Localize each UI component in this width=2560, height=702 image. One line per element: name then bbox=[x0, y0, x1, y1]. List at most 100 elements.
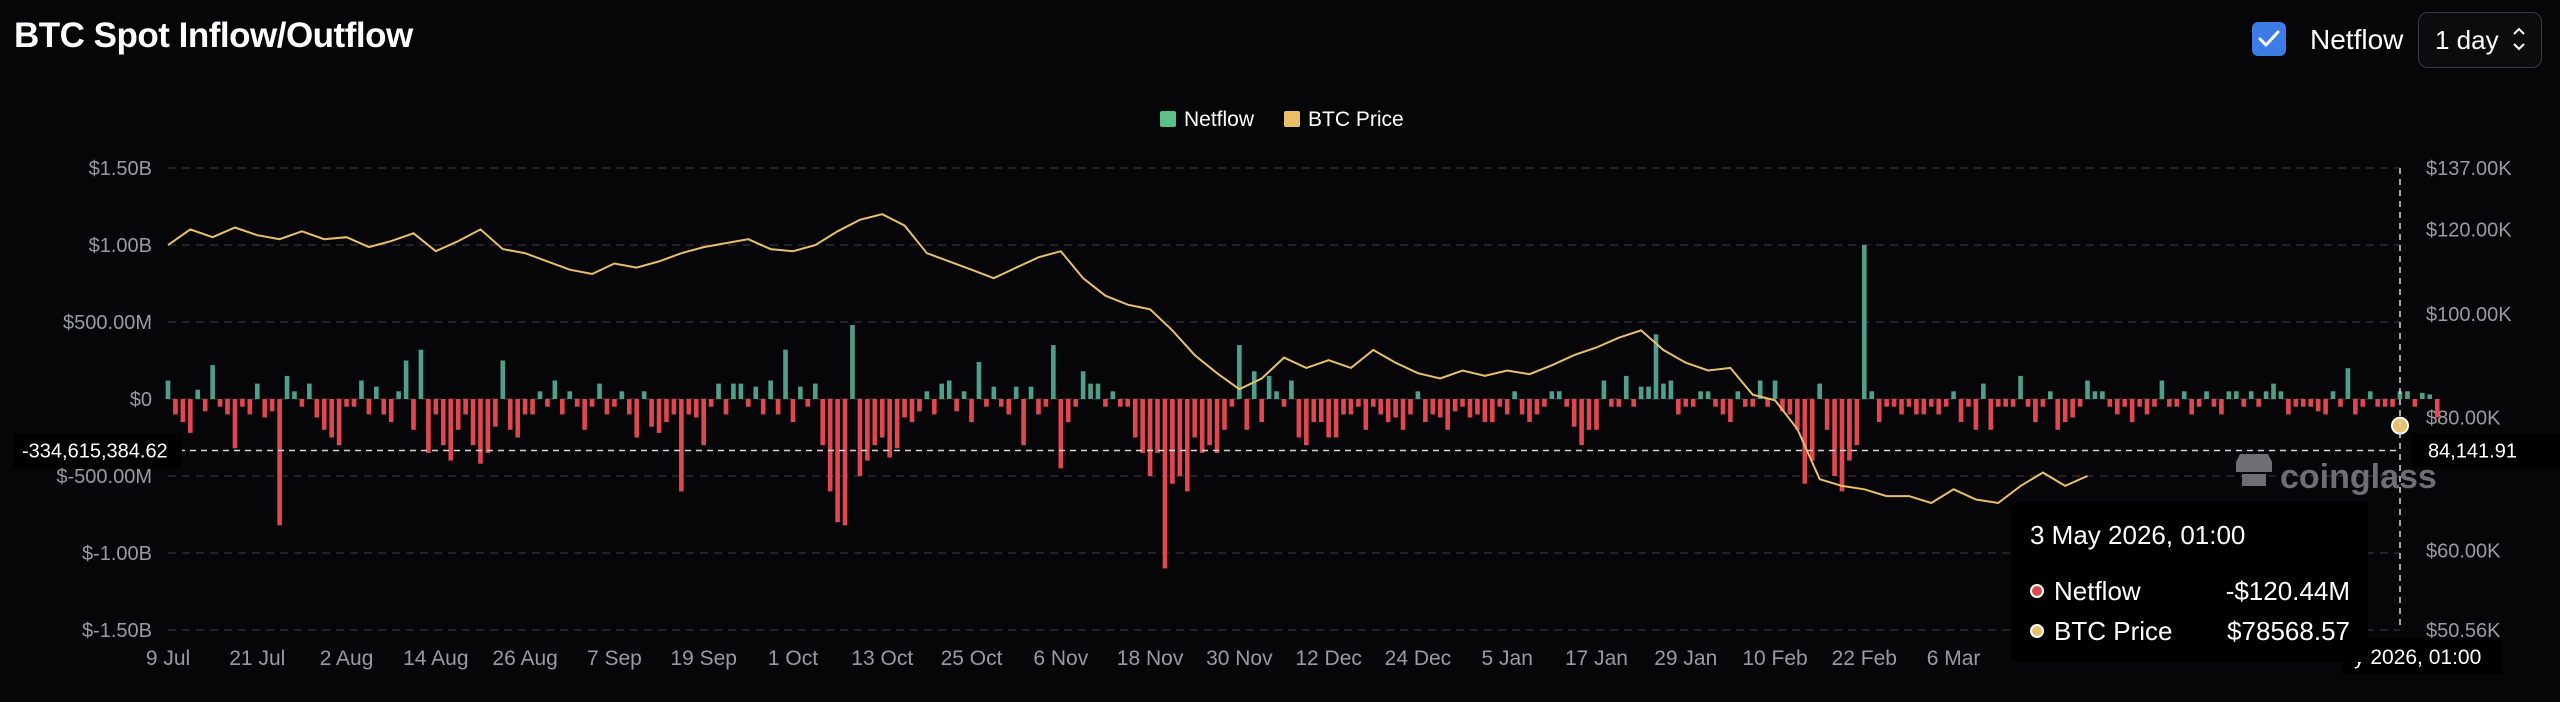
netflow-bar bbox=[2062, 399, 2068, 423]
netflow-bar bbox=[1906, 399, 1912, 407]
netflow-bar bbox=[850, 325, 855, 399]
x-tick-label: 30 Nov bbox=[1206, 647, 1273, 670]
netflow-bar bbox=[2092, 391, 2098, 399]
netflow-bar bbox=[1839, 399, 1845, 492]
watermark: coinglass bbox=[2236, 454, 2437, 496]
netflow-bar bbox=[2308, 399, 2314, 407]
btc-price-line bbox=[167, 213, 2409, 505]
x-tick-label: 14 Aug bbox=[403, 647, 468, 670]
netflow-bar bbox=[284, 375, 290, 399]
netflow-bar bbox=[812, 383, 818, 399]
legend-swatch bbox=[1160, 111, 1176, 127]
netflow-bar bbox=[1601, 380, 1607, 399]
netflow-bar bbox=[2248, 391, 2254, 399]
netflow-bar bbox=[2003, 399, 2008, 407]
netflow-bar bbox=[1809, 399, 1815, 461]
netflow-checkbox[interactable] bbox=[2252, 22, 2286, 56]
netflow-bar bbox=[842, 399, 848, 526]
x-tick-label: 21 Jul bbox=[229, 647, 285, 670]
x-tick-label: 6 Mar bbox=[1927, 647, 1981, 670]
x-tick-label: 6 Nov bbox=[1033, 647, 1088, 670]
netflow-bar bbox=[991, 386, 997, 399]
netflow-bar bbox=[2033, 399, 2038, 423]
x-tick-label: 9 Jul bbox=[146, 647, 190, 670]
netflow-bar bbox=[1772, 380, 1778, 399]
y-axis-left: $1.50B $1.00B $500.00M $0 $-500.00M $-1.00B $-… bbox=[56, 158, 152, 642]
netflow-bar bbox=[403, 360, 409, 399]
netflow-bar bbox=[2137, 399, 2142, 407]
netflow-bar bbox=[2338, 399, 2343, 407]
netflow-bar bbox=[2226, 391, 2232, 399]
netflow-bar bbox=[2204, 391, 2209, 399]
netflow-bar bbox=[1527, 399, 1532, 423]
netflow-bar bbox=[887, 399, 892, 458]
netflow-bar bbox=[1690, 399, 1696, 407]
netflow-bar bbox=[188, 399, 193, 433]
netflow-bar bbox=[619, 391, 625, 399]
netflow-bar bbox=[2300, 399, 2306, 407]
netflow-bar bbox=[835, 399, 840, 523]
netflow-bar bbox=[440, 399, 446, 446]
x-axis: 9 Jul 21 Jul 2 Aug 14 Aug 26 Aug 7 Sep 19 Sep 1… bbox=[146, 647, 1981, 670]
netflow-bar bbox=[1184, 399, 1190, 492]
netflow-bar bbox=[2390, 399, 2395, 407]
crosshair-right-label-box bbox=[2412, 433, 2560, 468]
netflow-bar bbox=[1973, 399, 1979, 430]
tooltip-row-netflow: Netflow -$120.44M bbox=[2030, 576, 2350, 608]
btc-price-series bbox=[167, 213, 2088, 505]
netflow-bar bbox=[1356, 399, 1361, 407]
netflow-bar bbox=[1214, 399, 1220, 453]
chart-controls: Netflow 1 day bbox=[2230, 12, 2560, 68]
netflow-bar bbox=[954, 399, 959, 412]
netflow-bar bbox=[2040, 399, 2046, 407]
netflow-bar bbox=[2070, 399, 2075, 418]
netflow-bar bbox=[418, 349, 424, 399]
netflow-bar bbox=[924, 391, 930, 399]
netflow-bar bbox=[485, 399, 491, 453]
netflow-bar bbox=[314, 399, 320, 418]
price-dot-icon bbox=[2030, 624, 2044, 638]
netflow-bar bbox=[1571, 399, 1577, 427]
x-tick-label: 2 Aug bbox=[320, 647, 374, 670]
netflow-bar bbox=[1110, 391, 1116, 399]
y-tick-label: $1.00B bbox=[89, 235, 152, 257]
netflow-bar bbox=[783, 349, 788, 399]
netflow-bar bbox=[597, 383, 602, 399]
netflow-bar bbox=[1430, 399, 1436, 415]
netflow-bar bbox=[1192, 399, 1198, 438]
netflow-bar bbox=[664, 399, 669, 423]
netflow-bar bbox=[1073, 399, 1078, 407]
netflow-bar bbox=[1512, 391, 1517, 399]
y-right-tick-label: $100.00K bbox=[2426, 304, 2512, 326]
netflow-bar bbox=[2167, 399, 2172, 407]
netflow-bar bbox=[1341, 399, 1346, 415]
interval-select[interactable]: 1 day bbox=[2418, 12, 2542, 68]
netflow-bar bbox=[939, 383, 945, 399]
netflow-bar bbox=[351, 399, 357, 407]
netflow-bar bbox=[2018, 375, 2023, 399]
netflow-bar bbox=[1742, 399, 1748, 407]
watermark-text: coinglass bbox=[2280, 458, 2437, 496]
netflow-bar bbox=[1028, 386, 1034, 399]
netflow-bar bbox=[1289, 380, 1294, 399]
legend-swatch bbox=[1284, 111, 1300, 127]
netflow-bar bbox=[946, 380, 952, 399]
netflow-bar bbox=[2345, 368, 2351, 399]
netflow-bar bbox=[1445, 399, 1450, 430]
x-tick-label: 24 Dec bbox=[1385, 647, 1452, 670]
netflow-bar bbox=[1058, 399, 1064, 469]
x-tick-label: 10 Feb bbox=[1742, 647, 1807, 670]
netflow-checkbox-label[interactable]: Netflow bbox=[2310, 24, 2404, 55]
netflow-bar bbox=[760, 399, 766, 415]
netflow-bar bbox=[1728, 399, 1733, 423]
netflow-bar bbox=[1244, 399, 1250, 430]
netflow-bar bbox=[1958, 399, 1964, 423]
netflow-bar bbox=[1333, 399, 1339, 438]
netflow-bar bbox=[1147, 399, 1153, 476]
netflow-bar bbox=[1765, 399, 1770, 407]
netflow-bar bbox=[1787, 399, 1793, 415]
netflow-bar bbox=[1519, 399, 1525, 415]
netflow-bar bbox=[1036, 399, 1041, 415]
netflow-bar bbox=[1370, 399, 1376, 407]
netflow-bar bbox=[798, 386, 803, 399]
